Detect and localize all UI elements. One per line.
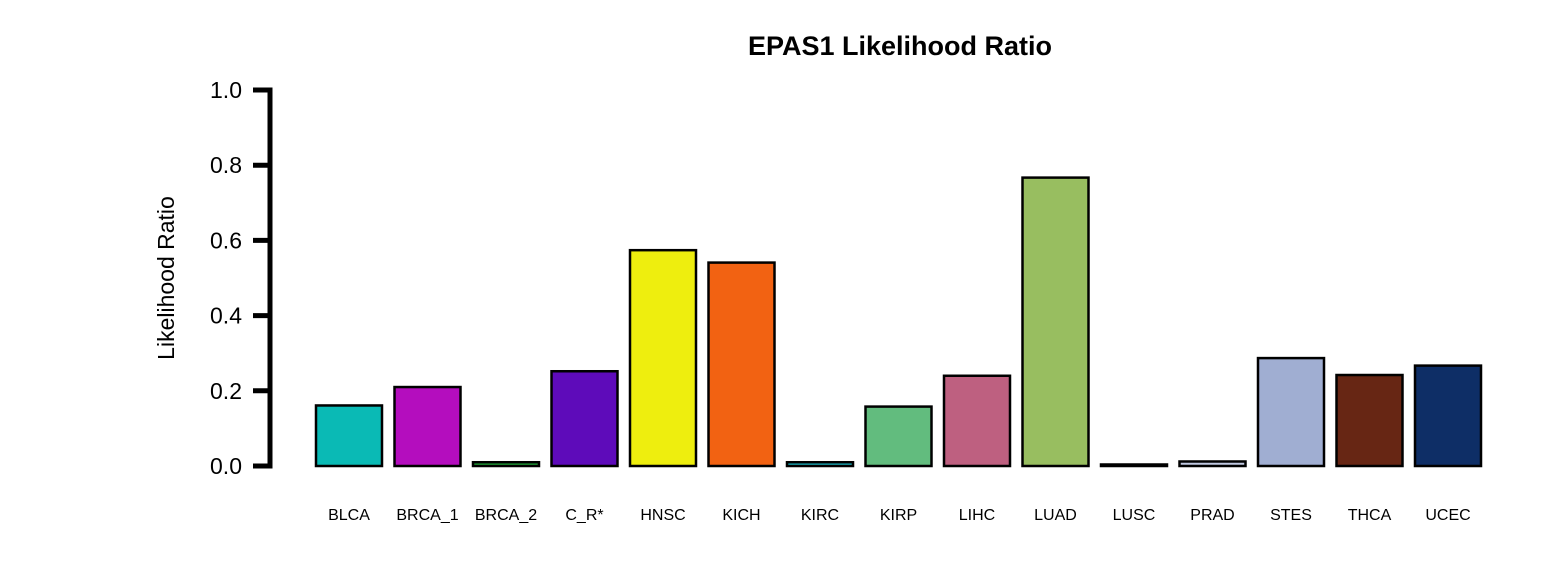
x-tick-label: KIRC [801,507,839,524]
y-tick-label: 0.6 [210,227,242,253]
bar-kich [707,261,776,468]
bar-stes [1256,356,1326,468]
bar-kirp [864,405,933,468]
bars [314,176,1483,468]
x-tick-label: UCEC [1425,507,1470,524]
y-tick-label: 0.4 [210,303,242,329]
x-tick-label: BRCA_2 [475,507,537,524]
bar-hnsc [628,248,698,468]
bar-blca [314,404,384,468]
x-tick-label: BLCA [328,507,370,524]
bar-c-r [550,369,619,468]
chart-title: EPAS1 Likelihood Ratio [748,31,1052,61]
y-tick-label: 1.0 [210,77,242,103]
y-tick-label: 0.8 [210,152,242,178]
y-axis: 0.0 0.2 0.4 0.6 0.8 1.0 [210,77,273,479]
bar-kirc [785,460,855,468]
x-tick-label: LIHC [959,507,995,524]
bar-prad [1178,460,1247,468]
x-tick-label: PRAD [1190,507,1234,524]
bar-luad [1021,176,1090,468]
x-tick-label: LUSC [1113,507,1156,524]
x-tick-label: STES [1270,507,1312,524]
x-tick-label: THCA [1348,507,1392,524]
y-axis-label: Likelihood Ratio [153,196,179,360]
y-tick-label: 0.0 [210,453,242,479]
x-tick-label: KICH [722,507,760,524]
bar-brca-1 [393,385,462,468]
x-tick-label: KIRP [880,507,917,524]
bar-ucec [1413,364,1483,468]
x-tick-label: BRCA_1 [396,507,458,524]
x-tick-label: C_R* [565,507,603,524]
bar-lusc [1099,463,1169,468]
x-tick-label: HNSC [640,507,685,524]
x-tick-labels: BLCA BRCA_1 BRCA_2 C_R* HNSC KICH KIRC KIRP LIHC… [328,507,1471,524]
bar-lihc [942,374,1012,468]
bar-brca-2 [471,460,541,468]
y-tick-label: 0.2 [210,378,242,404]
x-tick-label: LUAD [1034,507,1077,524]
bar-thca [1335,373,1404,468]
